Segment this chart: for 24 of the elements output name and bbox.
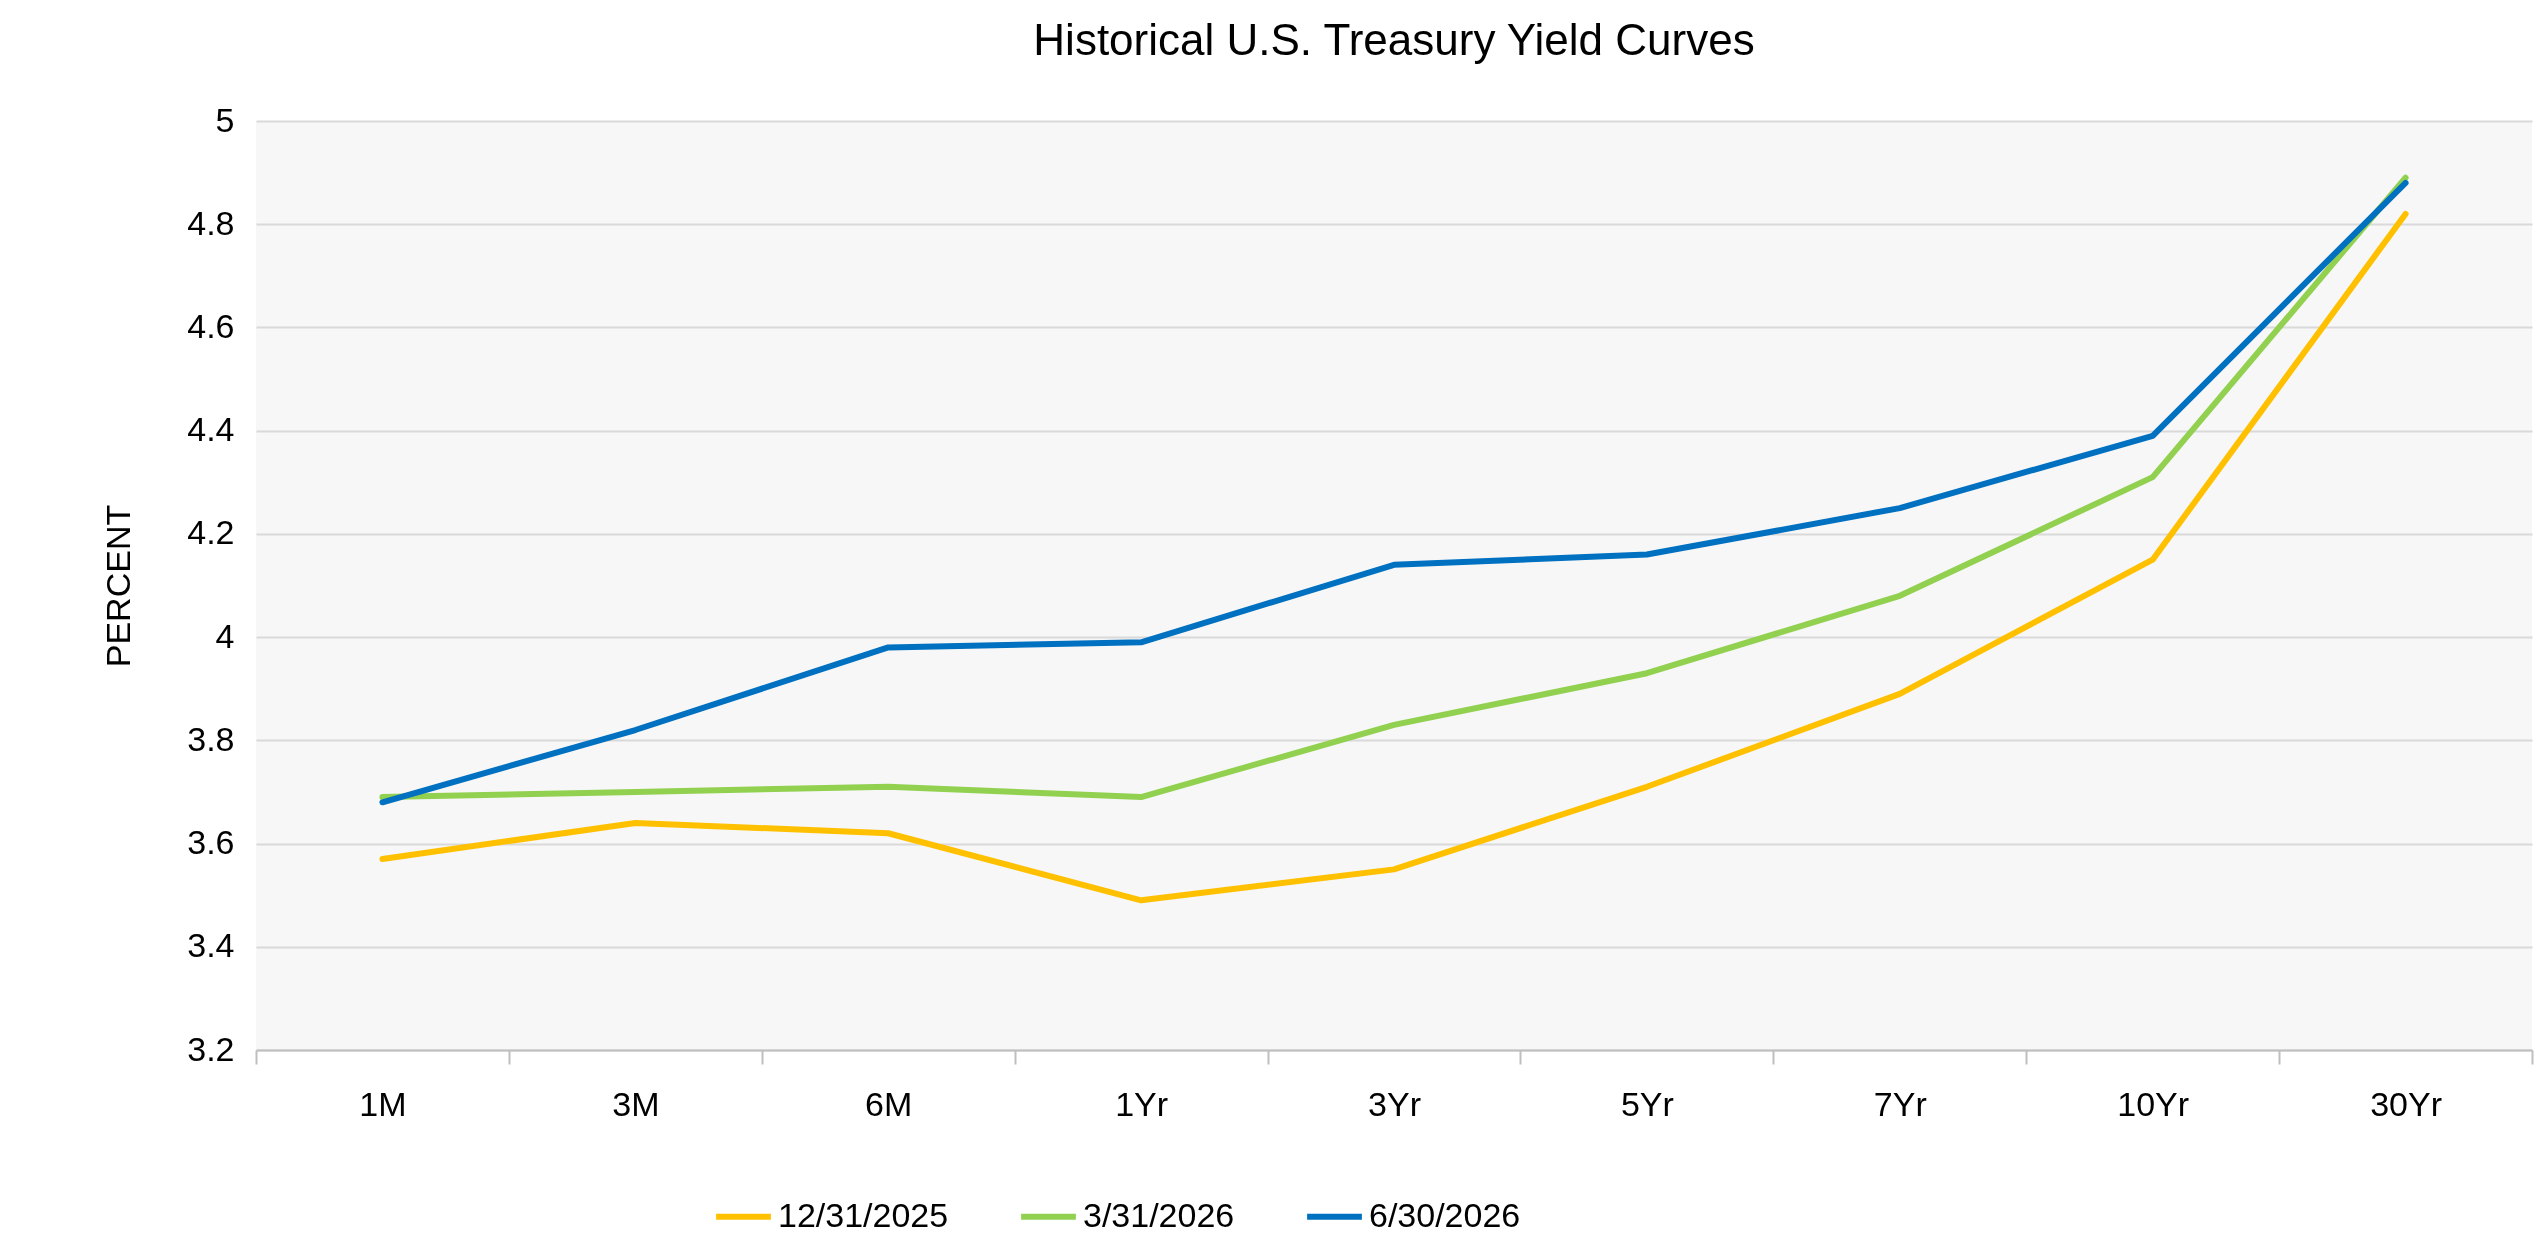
x-tick-label: 3M — [612, 1084, 660, 1123]
y-tick-label: 4.2 — [187, 513, 235, 552]
x-tick-label: 10Yr — [2117, 1084, 2190, 1123]
x-tick-label: 30Yr — [2370, 1084, 2442, 1123]
legend-label: 6/30/2026 — [1369, 1195, 1521, 1234]
legend-label: 3/31/2026 — [1083, 1195, 1235, 1234]
x-tick-label: 3Yr — [1368, 1084, 1421, 1123]
y-tick-label: 4.4 — [187, 410, 235, 449]
x-tick-label: 1M — [359, 1084, 407, 1123]
y-tick-label: 5 — [215, 100, 235, 139]
y-tick-label: 3.4 — [187, 926, 235, 965]
y-tick-label: 4.6 — [187, 306, 235, 345]
y-axis-title: PERCENT — [99, 504, 138, 668]
y-tick-label: 4 — [215, 616, 235, 655]
y-tick-label: 3.6 — [187, 823, 235, 862]
legend-label: 12/31/2025 — [778, 1195, 949, 1234]
x-tick-label: 1Yr — [1115, 1084, 1169, 1123]
y-tick-label: 4.8 — [187, 203, 235, 242]
y-tick-label: 3.8 — [187, 719, 235, 758]
x-tick-label: 6M — [865, 1084, 913, 1123]
chart-title: Historical U.S. Treasury Yield Curves — [1033, 15, 1755, 64]
y-tick-label: 3.2 — [187, 1029, 235, 1068]
x-tick-label: 7Yr — [1873, 1084, 1927, 1123]
x-tick-label: 5Yr — [1620, 1084, 1674, 1123]
